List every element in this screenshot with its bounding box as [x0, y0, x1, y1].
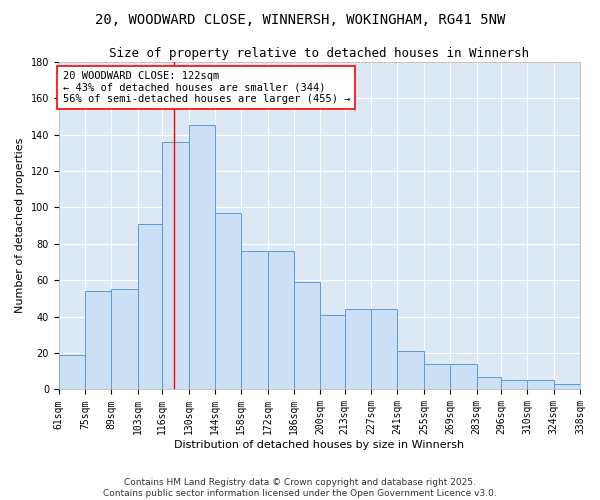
- Bar: [397, 351, 424, 390]
- X-axis label: Distribution of detached houses by size in Winnersh: Distribution of detached houses by size …: [175, 440, 464, 450]
- Bar: [554, 384, 580, 390]
- Bar: [241, 251, 268, 390]
- Text: Contains HM Land Registry data © Crown copyright and database right 2025.
Contai: Contains HM Land Registry data © Crown c…: [103, 478, 497, 498]
- Bar: [501, 380, 527, 390]
- Bar: [294, 282, 320, 390]
- Bar: [527, 380, 554, 390]
- Bar: [476, 376, 501, 390]
- Bar: [59, 355, 85, 390]
- Bar: [450, 364, 476, 390]
- Bar: [345, 310, 371, 390]
- Text: 20 WOODWARD CLOSE: 122sqm
← 43% of detached houses are smaller (344)
56% of semi: 20 WOODWARD CLOSE: 122sqm ← 43% of detac…: [62, 71, 350, 104]
- Bar: [138, 224, 162, 390]
- Bar: [424, 364, 450, 390]
- Bar: [268, 251, 294, 390]
- Bar: [112, 290, 138, 390]
- Bar: [188, 126, 215, 390]
- Text: 20, WOODWARD CLOSE, WINNERSH, WOKINGHAM, RG41 5NW: 20, WOODWARD CLOSE, WINNERSH, WOKINGHAM,…: [95, 12, 505, 26]
- Bar: [162, 142, 188, 390]
- Y-axis label: Number of detached properties: Number of detached properties: [15, 138, 25, 314]
- Title: Size of property relative to detached houses in Winnersh: Size of property relative to detached ho…: [109, 48, 529, 60]
- Bar: [85, 291, 112, 390]
- Bar: [320, 315, 345, 390]
- Bar: [215, 213, 241, 390]
- Bar: [371, 310, 397, 390]
